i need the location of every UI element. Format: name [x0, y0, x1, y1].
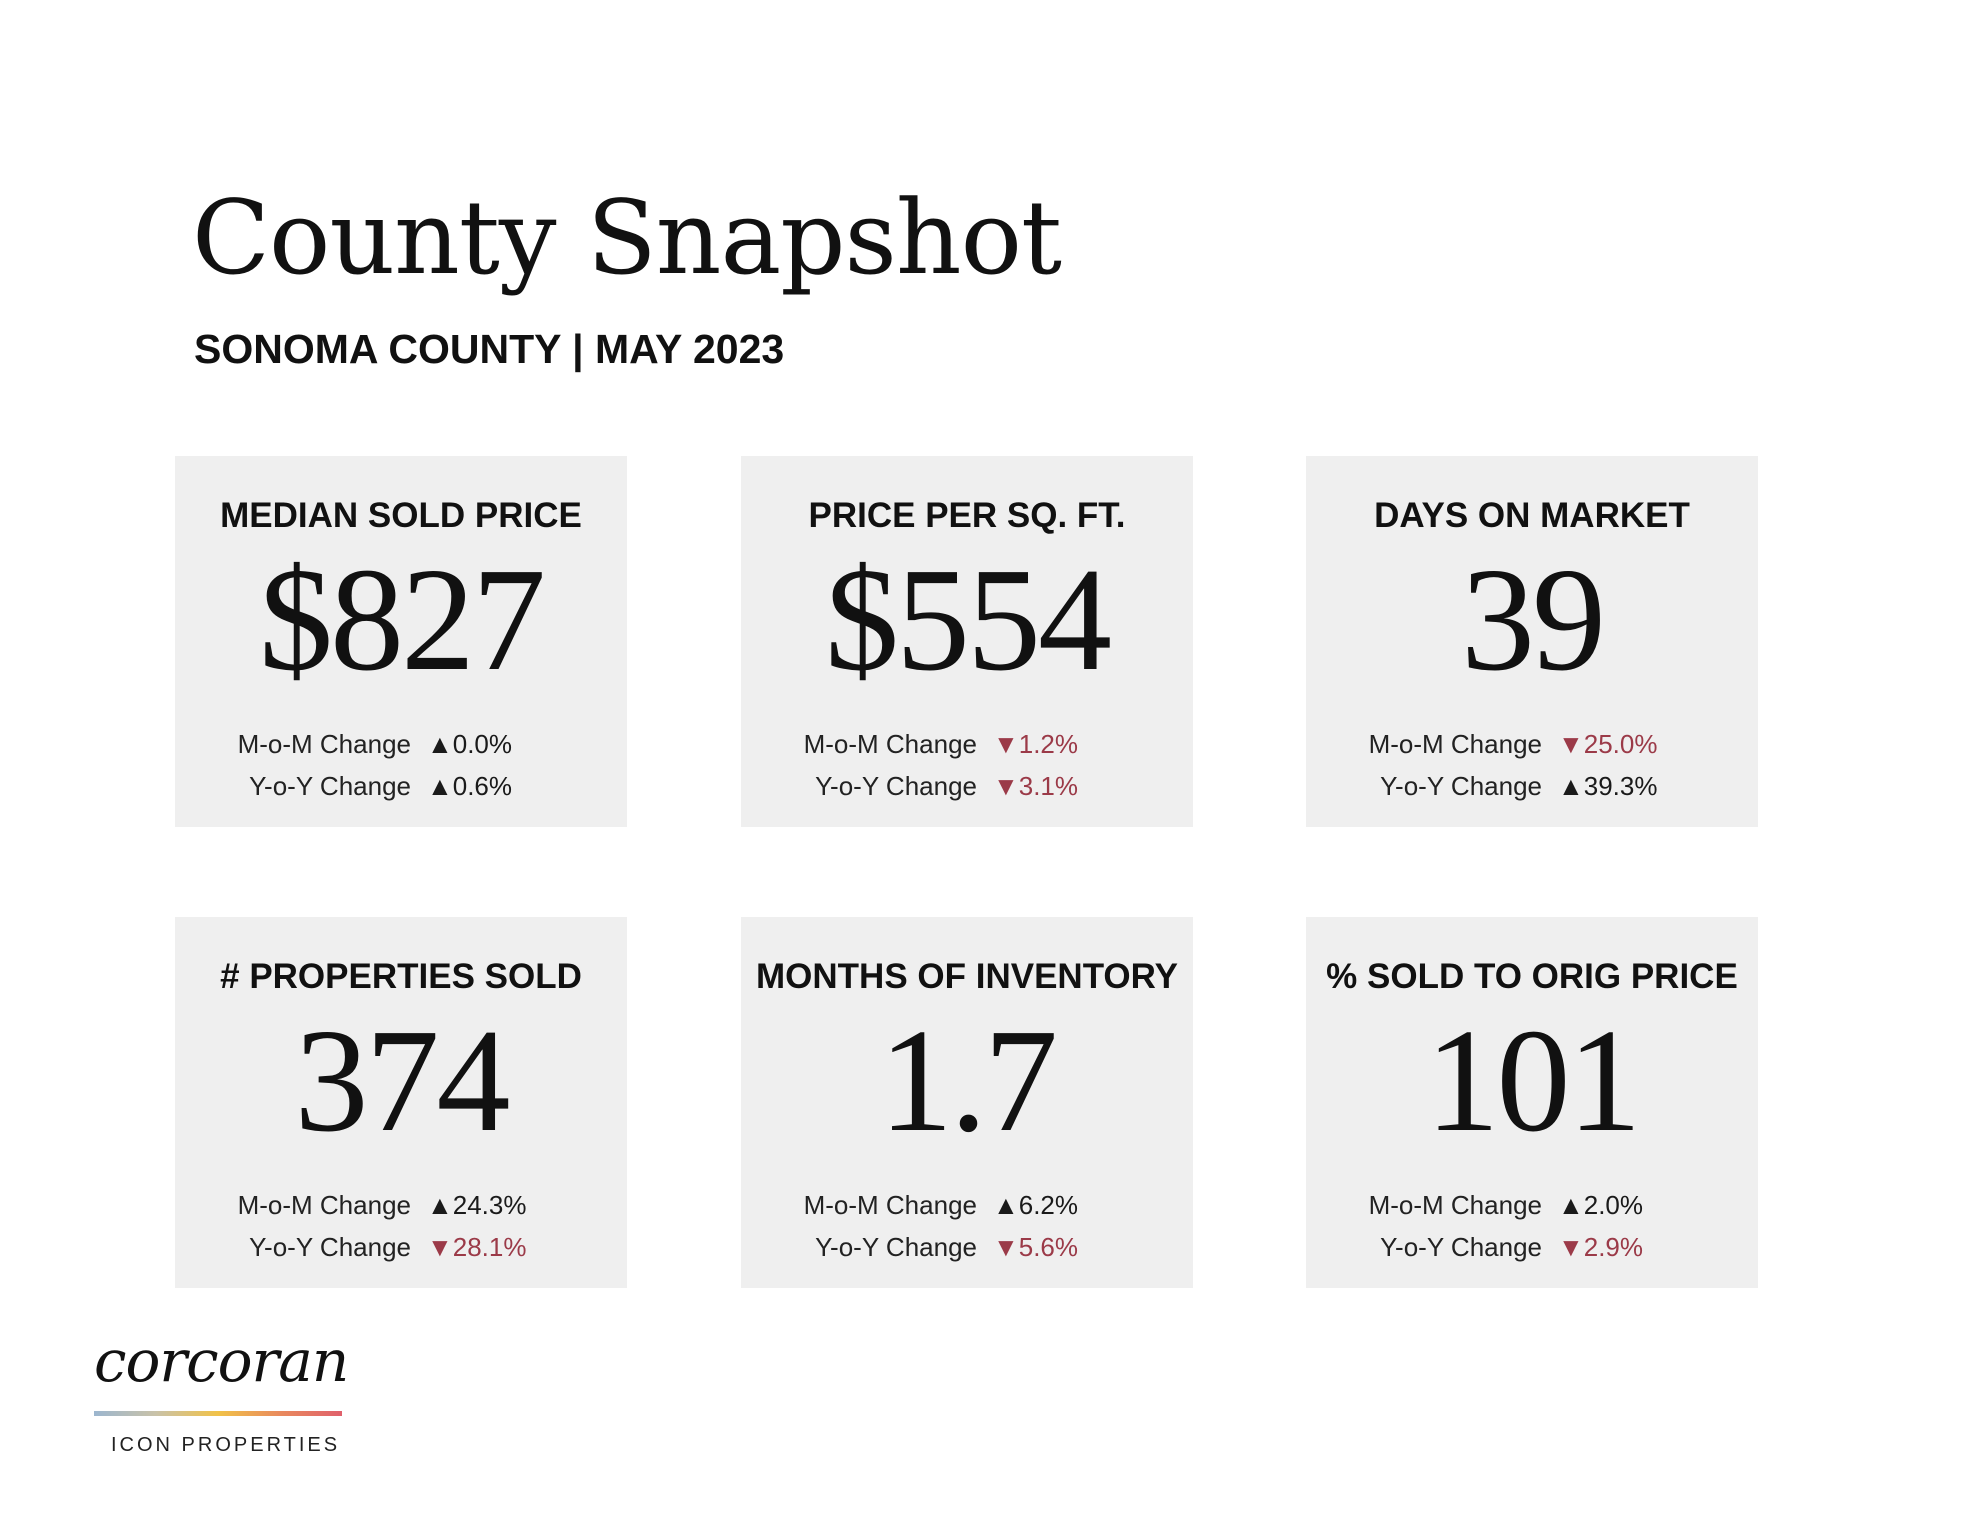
card-value: 1.7 [879, 999, 1058, 1163]
card-value: $554 [825, 538, 1112, 702]
corcoran-logo-wordmark: corcoran [94, 1327, 349, 1395]
stat-card-properties-sold: # PROPERTIES SOLD 374 M-o-M Change ▲24.3… [175, 917, 627, 1288]
card-value: 374 [294, 999, 511, 1163]
logo-subtitle: ICON PROPERTIES [111, 1434, 341, 1456]
mom-change-value: ▲24.3% [427, 1190, 527, 1220]
yoy-change-value: ▲39.3% [1558, 771, 1658, 801]
stat-card-days-on-market: DAYS ON MARKET 39 M-o-M Change ▼25.0% Y-… [1306, 456, 1758, 827]
yoy-change-label: Y-o-Y Change [815, 1232, 977, 1262]
mom-change-label: M-o-M Change [803, 1190, 977, 1220]
mom-change-value: ▲2.0% [1558, 1190, 1643, 1220]
mom-change-value: ▲6.2% [993, 1190, 1078, 1220]
stat-card-sold-to-orig-price: % SOLD TO ORIG PRICE 101 M-o-M Change ▲2… [1306, 917, 1758, 1288]
mom-change-value: ▲0.0% [427, 729, 512, 759]
card-label: PRICE PER SQ. FT. [808, 496, 1126, 535]
card-label: % SOLD TO ORIG PRICE [1326, 957, 1738, 996]
yoy-change-label: Y-o-Y Change [815, 771, 977, 801]
page-title: County Snapshot [192, 179, 1062, 298]
card-value: $827 [259, 538, 546, 702]
yoy-change-value: ▼3.1% [993, 771, 1078, 801]
yoy-change-value: ▼28.1% [427, 1232, 527, 1262]
mom-change-label: M-o-M Change [237, 1190, 411, 1220]
stat-card-median-sold-price: MEDIAN SOLD PRICE $827 M-o-M Change ▲0.0… [175, 456, 627, 827]
card-value: 39 [1461, 538, 1606, 702]
yoy-change-value: ▼2.9% [1558, 1232, 1643, 1262]
yoy-change-label: Y-o-Y Change [249, 1232, 411, 1262]
yoy-change-value: ▲0.6% [427, 771, 512, 801]
card-label: MEDIAN SOLD PRICE [220, 496, 582, 535]
logo-gradient-bar [94, 1411, 342, 1416]
mom-change-label: M-o-M Change [237, 729, 411, 759]
mom-change-value: ▼1.2% [993, 729, 1078, 759]
card-value: 101 [1425, 999, 1642, 1163]
card-label: DAYS ON MARKET [1374, 496, 1690, 535]
yoy-change-value: ▼5.6% [993, 1232, 1078, 1262]
page-subtitle: SONOMA COUNTY | MAY 2023 [194, 326, 785, 372]
mom-change-label: M-o-M Change [803, 729, 977, 759]
stat-card-price-per-sqft: PRICE PER SQ. FT. $554 M-o-M Change ▼1.2… [741, 456, 1193, 827]
yoy-change-label: Y-o-Y Change [1380, 771, 1542, 801]
mom-change-label: M-o-M Change [1368, 1190, 1542, 1220]
mom-change-label: M-o-M Change [1368, 729, 1542, 759]
yoy-change-label: Y-o-Y Change [249, 771, 411, 801]
card-label: # PROPERTIES SOLD [220, 957, 582, 996]
yoy-change-label: Y-o-Y Change [1380, 1232, 1542, 1262]
card-label: MONTHS OF INVENTORY [756, 957, 1178, 996]
mom-change-value: ▼25.0% [1558, 729, 1658, 759]
stat-card-months-of-inventory: MONTHS OF INVENTORY 1.7 M-o-M Change ▲6.… [741, 917, 1193, 1288]
